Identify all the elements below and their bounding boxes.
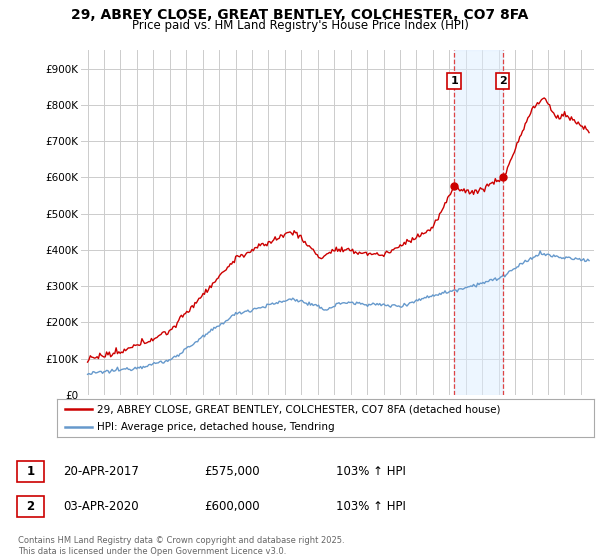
Text: 2: 2 <box>26 500 35 514</box>
Text: 1: 1 <box>450 76 458 86</box>
Text: 103% ↑ HPI: 103% ↑ HPI <box>336 500 406 514</box>
Text: 03-APR-2020: 03-APR-2020 <box>63 500 139 514</box>
Text: £600,000: £600,000 <box>204 500 260 514</box>
Text: 29, ABREY CLOSE, GREAT BENTLEY, COLCHESTER, CO7 8FA: 29, ABREY CLOSE, GREAT BENTLEY, COLCHEST… <box>71 8 529 22</box>
Text: 103% ↑ HPI: 103% ↑ HPI <box>336 465 406 478</box>
Text: 2: 2 <box>499 76 506 86</box>
Text: Price paid vs. HM Land Registry's House Price Index (HPI): Price paid vs. HM Land Registry's House … <box>131 19 469 32</box>
Text: 20-APR-2017: 20-APR-2017 <box>63 465 139 478</box>
Text: £575,000: £575,000 <box>204 465 260 478</box>
Text: 1: 1 <box>26 465 35 478</box>
Text: HPI: Average price, detached house, Tendring: HPI: Average price, detached house, Tend… <box>97 422 335 432</box>
Bar <box>454 50 503 395</box>
Text: 29, ABREY CLOSE, GREAT BENTLEY, COLCHESTER, CO7 8FA (detached house): 29, ABREY CLOSE, GREAT BENTLEY, COLCHEST… <box>97 404 501 414</box>
Text: Contains HM Land Registry data © Crown copyright and database right 2025.
This d: Contains HM Land Registry data © Crown c… <box>18 536 344 556</box>
